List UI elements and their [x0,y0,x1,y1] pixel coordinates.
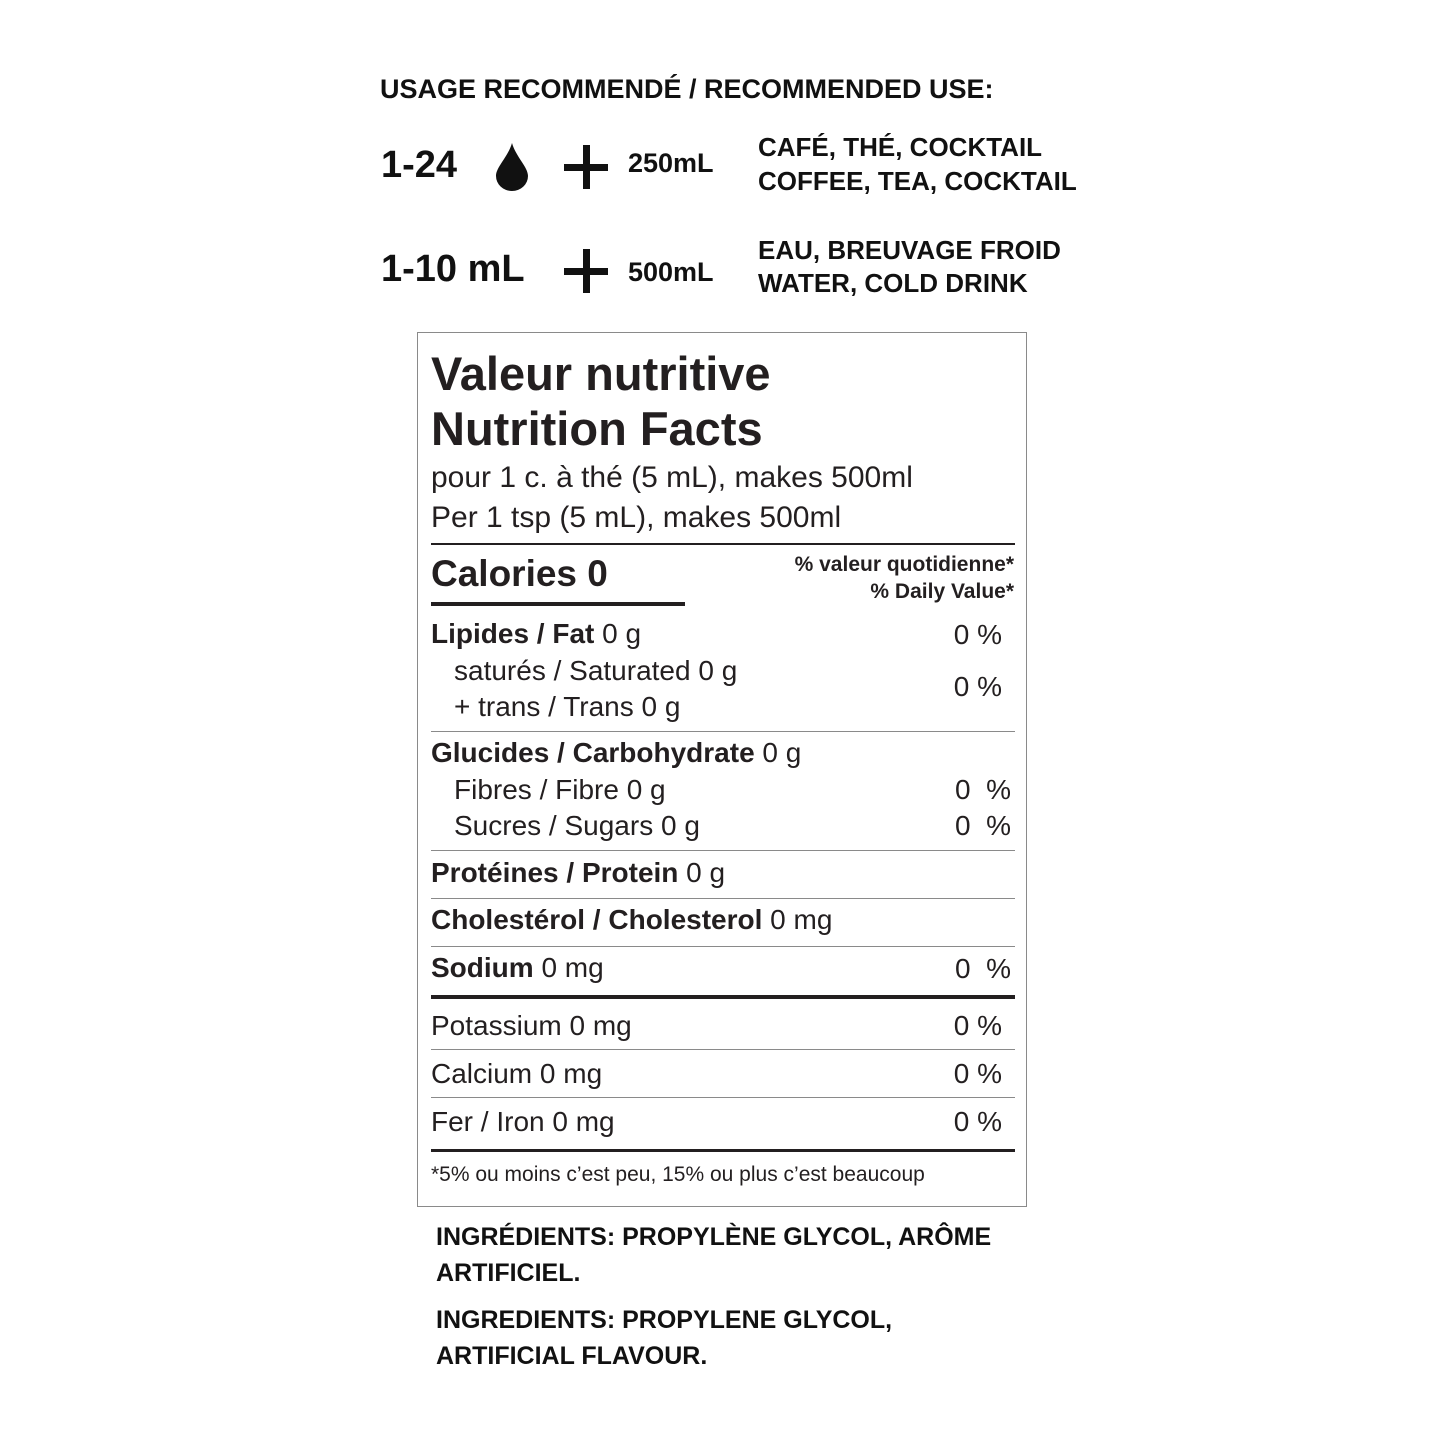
iron-dv: 0 % [953,1106,1002,1137]
serving-en: Per 1 tsp (5 mL), makes 500ml [431,501,842,534]
usage-uses-fr: EAU, BREUVAGE FROID [758,235,1061,265]
divider [431,543,1015,545]
protein-amount: 0 g [678,857,726,888]
plus-icon [564,145,608,189]
serving-fr: pour 1 c. à thé (5 mL), makes 500ml [431,461,913,494]
ingredients-en-line1: INGREDIENTS: PROPYLENE GLYCOL, [436,1306,893,1334]
fat-amount: 0 g [594,618,642,649]
sugars: Sucres / Sugars 0 g [454,810,700,841]
nutrition-facts-table [417,332,1027,1207]
potassium-dv: 0 % [953,1010,1002,1041]
sodium-dv: 0 % [954,953,1011,984]
usage-volume: 500mL [628,257,714,287]
divider [431,850,1015,851]
sat-trans-dv: 0 % [953,671,1002,702]
cholesterol-row: Cholestérol / Cholesterol 0 mg [431,906,832,934]
title-en: Nutrition Facts [431,402,763,455]
drop-icon [496,143,528,191]
usage-uses-en: COFFEE, TEA, COCKTAIL [758,166,1077,196]
sodium-row: Sodium 0 mg [431,954,604,982]
iron: Fer / Iron 0 mg [431,1106,615,1137]
calcium: Calcium 0 mg [431,1058,603,1089]
dv-header-en: % Daily Value* [870,580,1014,603]
saturated: saturés / Saturated 0 g [454,655,738,686]
divider [431,946,1015,947]
calories: Calories 0 [431,553,608,594]
fibre-dv: 0 % [954,774,1011,805]
protein-row: Protéines / Protein 0 g [431,859,725,887]
usage-volume: 250mL [628,148,714,178]
ingredients-en-line2: ARTIFICIAL FLAVOUR. [436,1342,708,1370]
ingredients-fr-line1: INGRÉDIENTS: PROPYLÈNE GLYCOL, ARÔME [436,1223,992,1251]
usage-uses-en: WATER, COLD DRINK [758,268,1028,298]
carb-amount: 0 g [754,737,802,768]
fat-label: Lipides / Fat [431,618,595,649]
thick-divider [431,1149,1015,1152]
fat-row: Lipides / Fat 0 g [431,620,641,648]
divider [431,898,1015,899]
calcium-dv: 0 % [953,1058,1002,1089]
sugars-dv: 0 % [954,810,1011,841]
carb-row: Glucides / Carbohydrate 0 g [431,739,801,767]
thick-divider [431,995,1015,999]
cholesterol-amount: 0 mg [762,904,833,935]
fibre: Fibres / Fibre 0 g [454,774,666,805]
dv-header-fr: % valeur quotidienne* [794,553,1014,576]
divider [431,1049,1015,1050]
plus-icon [564,249,608,293]
divider [431,731,1015,732]
protein-label: Protéines / Protein [431,857,679,888]
usage-amount-ml: 1-10 mL [381,248,525,290]
sodium-amount: 0 mg [533,952,604,983]
potassium: Potassium 0 mg [431,1010,632,1041]
title-fr: Valeur nutritive [431,347,771,400]
divider [431,1097,1015,1098]
usage-amount-drops: 1-24 [381,144,458,186]
calories-rule [431,602,685,606]
usage-uses-fr: CAFÉ, THÉ, COCKTAIL [758,132,1043,162]
sodium-label: Sodium [431,952,534,983]
usage-heading: USAGE RECOMMENDÉ / RECOMMENDED USE: [380,74,994,104]
trans: + trans / Trans 0 g [454,691,681,722]
carb-label: Glucides / Carbohydrate [431,737,755,768]
cholesterol-label: Cholestérol / Cholesterol [431,904,763,935]
footnote: *5% ou moins c’est peu, 15% ou plus c’es… [431,1163,925,1186]
fat-dv: 0 % [953,619,1002,650]
ingredients-fr-line2: ARTIFICIEL. [436,1259,581,1287]
